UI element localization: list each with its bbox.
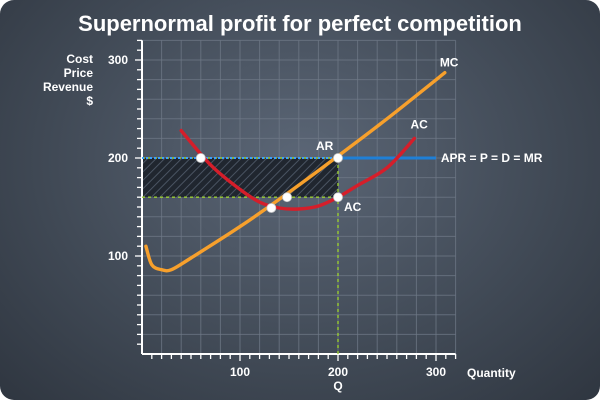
data-point — [282, 192, 292, 203]
data-point — [333, 153, 343, 163]
x-tick-label: 100 — [230, 365, 250, 379]
y-axis-label-line-1: Cost — [66, 52, 93, 66]
series-label-ac: AC — [410, 117, 428, 131]
data-point — [333, 192, 343, 203]
y-tick-label: 300 — [108, 53, 128, 67]
series-ac-line — [179, 128, 417, 211]
series-mc-line — [144, 71, 447, 273]
annotation-ar: AR — [316, 139, 334, 153]
x-tick-label: 200 — [328, 365, 348, 379]
y-axis-label: Cost Price Revenue $ — [43, 52, 93, 108]
series-label-mc: MC — [440, 56, 459, 70]
y-tick-label: 200 — [108, 151, 128, 165]
data-point — [266, 203, 277, 213]
data-point — [195, 153, 206, 163]
y-tick-label: 100 — [108, 249, 128, 263]
x-axis-label: Q — [333, 379, 342, 393]
series-label-apr: APR = P = D = MR — [441, 151, 543, 165]
y-axis-label-line-4: $ — [86, 94, 93, 108]
chart-title: Supernormal profit for perfect competiti… — [78, 11, 522, 36]
annotation-ac: AC — [344, 200, 362, 214]
x-tick-label: 300 — [426, 365, 446, 379]
y-axis-label-line-3: Revenue — [43, 80, 93, 94]
x-axis-name: Quantity — [467, 366, 516, 380]
y-axis-label-line-2: Price — [64, 66, 94, 80]
plot-area: 100 200 300 100 200 300 MC AC APR = P = D = MR AR… — [108, 39, 543, 379]
